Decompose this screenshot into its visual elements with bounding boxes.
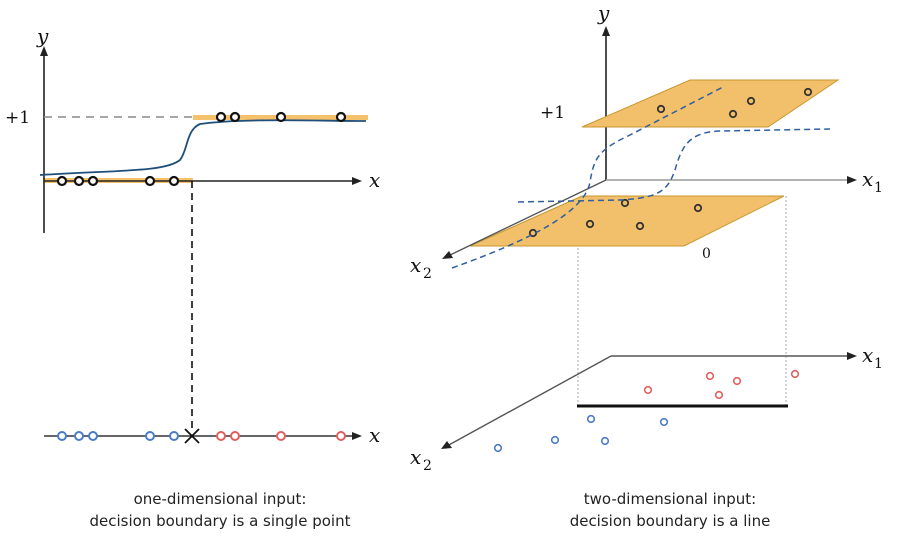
positive-point <box>643 385 653 395</box>
negative-point <box>74 431 84 441</box>
plane-plus-one <box>581 79 840 128</box>
bottom-negative-points <box>493 414 669 453</box>
negative-point <box>57 431 67 441</box>
bottom-x2-axis <box>446 355 612 447</box>
positive-point <box>275 111 287 123</box>
plane-points <box>528 87 813 238</box>
left-top-plot: y x +1 <box>5 24 380 432</box>
plane-zero <box>469 195 785 247</box>
right-bottom-plot: x 1 x 2 <box>410 343 883 474</box>
positive-point <box>230 431 240 441</box>
bottom-x2-sub: 2 <box>423 458 432 474</box>
negative-point <box>145 431 155 441</box>
right-y-arrowhead <box>602 26 610 36</box>
negative-point <box>169 431 179 441</box>
negative-point <box>88 431 98 441</box>
right-plus-one-label: +1 <box>540 103 565 123</box>
negative-point <box>659 417 669 427</box>
left-bottom-line: x <box>44 423 380 447</box>
positive-point <box>705 371 715 381</box>
bottom-positive-points <box>643 369 800 400</box>
negative-point <box>87 175 99 187</box>
positive-point <box>276 431 286 441</box>
left-x-label: x <box>369 168 380 192</box>
right-x2-axis <box>447 179 607 257</box>
left-x-arrowhead <box>352 177 362 185</box>
left-positive-points <box>216 431 346 441</box>
negative-point <box>73 175 85 187</box>
negative-point <box>585 219 595 229</box>
negative-point <box>586 414 596 424</box>
boundary-cross <box>184 428 200 444</box>
negative-point <box>144 175 156 187</box>
bottom-x1-sub: 1 <box>874 356 883 372</box>
left-data-points <box>56 111 347 187</box>
right-y-label: y <box>597 1 610 25</box>
positive-point <box>216 431 226 441</box>
negative-point <box>493 443 503 453</box>
positive-point <box>790 369 800 379</box>
bottom-x1-arrowhead <box>847 352 857 360</box>
positive-point <box>215 111 227 123</box>
negative-point <box>168 175 180 187</box>
left-caption-line2: decision boundary is a single point <box>89 512 351 530</box>
left-y-label: y <box>36 24 49 48</box>
left-negative-points <box>57 431 179 441</box>
positive-point <box>229 111 241 123</box>
positive-point <box>335 111 347 123</box>
surface-curve-front <box>451 85 726 269</box>
bottom-x1-label: x <box>862 343 873 367</box>
negative-point <box>693 203 703 213</box>
positive-point <box>714 390 724 400</box>
positive-point <box>746 96 756 106</box>
right-x1-sub: 1 <box>874 180 883 196</box>
bottom-x2-arrowhead <box>441 441 452 449</box>
left-caption: one-dimensional input: decision boundary… <box>40 488 400 532</box>
left-plus-one-label: +1 <box>5 108 30 128</box>
right-x2-arrowhead <box>442 251 453 259</box>
right-top-plot: y +1 x 1 0 x 2 <box>410 1 883 406</box>
negative-point <box>56 175 68 187</box>
positive-point <box>732 376 742 386</box>
positive-point <box>728 109 738 119</box>
left-bottom-x-label: x <box>369 423 380 447</box>
sigmoid-curve <box>39 119 367 176</box>
negative-point <box>635 221 645 231</box>
right-x2-label: x <box>410 253 421 277</box>
left-bottom-arrowhead <box>352 432 362 440</box>
negative-point <box>620 198 630 208</box>
left-caption-line1: one-dimensional input: <box>133 490 307 508</box>
right-x1-label: x <box>862 167 873 191</box>
zero-label: 0 <box>702 246 711 262</box>
right-caption: two-dimensional input: decision boundary… <box>490 488 850 532</box>
negative-point <box>550 435 560 445</box>
right-x2-sub: 2 <box>423 266 432 282</box>
positive-point <box>803 87 813 97</box>
left-y-arrowhead <box>40 46 48 56</box>
right-x1-arrowhead <box>847 176 857 184</box>
bottom-x2-label: x <box>410 445 421 469</box>
positive-point <box>656 104 666 114</box>
positive-point <box>336 431 346 441</box>
right-caption-line2: decision boundary is a line <box>569 512 771 530</box>
right-caption-line1: two-dimensional input: <box>583 490 757 508</box>
surface-curve-back <box>517 128 831 203</box>
negative-point <box>600 436 610 446</box>
